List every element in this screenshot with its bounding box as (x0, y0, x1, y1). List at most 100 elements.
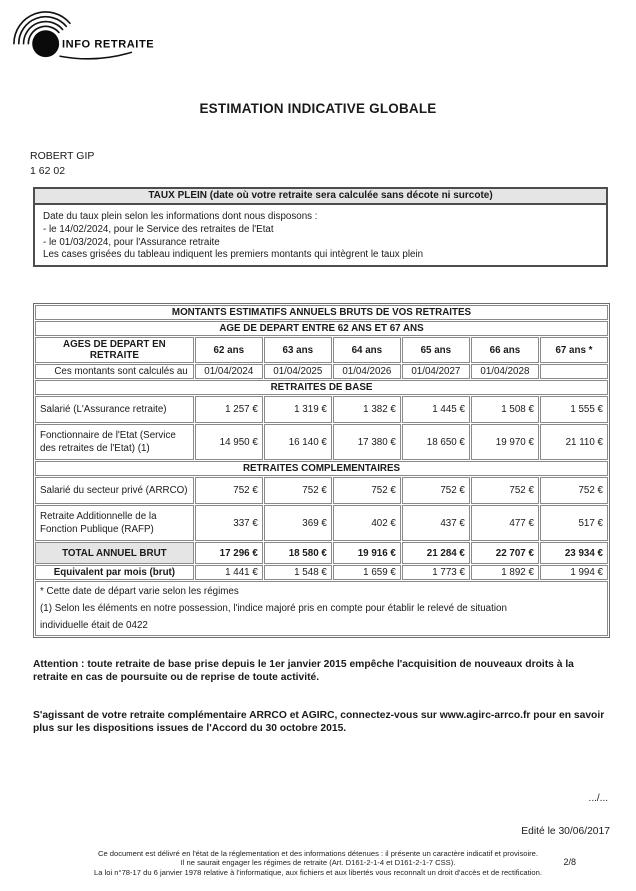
taux-plein-body: Date du taux plein selon les information… (35, 205, 606, 268)
calc-dates-row: Ces montants sont calculés au 01/04/2024… (35, 364, 608, 379)
taux-plein-line: Les cases grisées du tableau indiquent l… (43, 249, 424, 261)
value-cell: 22 707 € (470, 542, 539, 564)
value-cell: 752 € (401, 477, 470, 504)
value-cell: 1 555 € (539, 396, 608, 423)
table-row-fonctionnaire: Fonctionnaire de l'Etat (Service des ret… (35, 424, 608, 460)
value-cell: 17 380 € (332, 424, 401, 460)
calc-date-cell (539, 364, 608, 379)
edition-date: Edité le 30/06/2017 (521, 826, 610, 837)
estimation-table: MONTANTS ESTIMATIFS ANNUELS BRUTS DE VOS… (34, 304, 609, 637)
ages-header-label: AGES DE DEPART EN RETRAITE (35, 337, 194, 363)
age-column-header: 62 ans (194, 337, 263, 363)
age-column-header: 65 ans (401, 337, 470, 363)
table-row-rafp: Retraite Additionnelle de la Fonction Pu… (35, 505, 608, 541)
value-cell: 752 € (539, 477, 608, 504)
row-label-monthly: Equivalent par mois (brut) (35, 565, 194, 580)
table-subtitle: AGE DE DEPART ENTRE 62 ANS ET 67 ANS (35, 321, 608, 336)
value-cell: 402 € (332, 505, 401, 541)
taux-plein-line: - le 14/02/2024, pour le Service des ret… (43, 223, 274, 235)
calc-date-cell: 01/04/2028 (470, 364, 539, 379)
calc-date-cell: 01/04/2024 (194, 364, 263, 379)
value-cell: 1 892 € (470, 565, 539, 580)
value-cell: 369 € (263, 505, 332, 541)
table-title: MONTANTS ESTIMATIFS ANNUELS BRUTS DE VOS… (35, 305, 608, 320)
value-cell: 1 382 € (332, 396, 401, 423)
taux-plein-header: TAUX PLEIN (date où votre retraite sera … (35, 189, 606, 205)
calc-dates-label: Ces montants sont calculés au (35, 364, 194, 379)
legal-footer: Ce document est délivré en l'état de la … (0, 849, 636, 877)
taux-plein-box: TAUX PLEIN (date où votre retraite sera … (33, 187, 608, 267)
row-label-total: TOTAL ANNUEL BRUT (35, 542, 194, 564)
value-cell: 337 € (194, 505, 263, 541)
table-row-salarie: Salarié (L'Assurance retraite) 1 257 € 1… (35, 396, 608, 423)
value-cell: 752 € (332, 477, 401, 504)
value-cell: 1 441 € (194, 565, 263, 580)
logo-swoosh (59, 51, 133, 60)
page-title: ESTIMATION INDICATIVE GLOBALE (199, 101, 437, 116)
section-row: RETRAITES COMPLEMENTAIRES (35, 461, 608, 476)
value-cell: 17 296 € (194, 542, 263, 564)
value-cell: 1 319 € (263, 396, 332, 423)
value-cell: 1 773 € (401, 565, 470, 580)
footer-line: Ce document est délivré en l'état de la … (97, 849, 539, 858)
table-row-arrco: Salarié du secteur privé (ARRCO) 752 € 7… (35, 477, 608, 504)
age-column-header: 67 ans * (539, 337, 608, 363)
row-label-rafp: Retraite Additionnelle de la Fonction Pu… (35, 505, 194, 541)
page-number: 2/8 (563, 857, 576, 867)
recipient-code: 1 62 02 (30, 165, 66, 177)
value-cell: 21 110 € (539, 424, 608, 460)
table-row-total: TOTAL ANNUEL BRUT 17 296 € 18 580 € 19 9… (35, 542, 608, 564)
attention-paragraph: Attention : toute retraite de base prise… (33, 659, 574, 683)
table-subtitle-row: AGE DE DEPART ENTRE 62 ANS ET 67 ANS (35, 321, 608, 336)
table-title-row: MONTANTS ESTIMATIFS ANNUELS BRUTS DE VOS… (35, 305, 608, 320)
footnotes-row: * Cette date de départ varie selon les r… (35, 581, 608, 636)
value-cell: 1 659 € (332, 565, 401, 580)
table-row-monthly: Equivalent par mois (brut) 1 441 € 1 548… (35, 565, 608, 580)
section-retraites-complementaires: RETRAITES COMPLEMENTAIRES (35, 461, 608, 476)
row-label-arrco: Salarié du secteur privé (ARRCO) (35, 477, 194, 504)
recipient-block: ROBERT GIP 1 62 02 (30, 149, 94, 179)
value-cell: 1 548 € (263, 565, 332, 580)
value-cell: 19 916 € (332, 542, 401, 564)
info-retraite-logo: INFO RETRAITE (13, 11, 154, 60)
row-label-salarie: Salarié (L'Assurance retraite) (35, 396, 194, 423)
value-cell: 437 € (401, 505, 470, 541)
value-cell: 18 650 € (401, 424, 470, 460)
age-column-header: 64 ans (332, 337, 401, 363)
logo-text: INFO RETRAITE (62, 39, 154, 51)
section-row: RETRAITES DE BASE (35, 380, 608, 395)
value-cell: 21 284 € (401, 542, 470, 564)
table-footnotes: * Cette date de départ varie selon les r… (35, 581, 608, 636)
footer-line: La loi n°78-17 du 6 janvier 1978 relativ… (94, 867, 542, 877)
estimation-table-container: MONTANTS ESTIMATIFS ANNUELS BRUTS DE VOS… (33, 303, 610, 638)
calc-date-cell: 01/04/2025 (263, 364, 332, 379)
calc-date-cell: 01/04/2027 (401, 364, 470, 379)
footer-line: Il ne saurait engager les régimes de ret… (180, 858, 456, 868)
value-cell: 16 140 € (263, 424, 332, 460)
value-cell: 19 970 € (470, 424, 539, 460)
row-label-fonctionnaire: Fonctionnaire de l'Etat (Service des ret… (35, 424, 194, 460)
calc-date-cell: 01/04/2026 (332, 364, 401, 379)
value-cell: 14 950 € (194, 424, 263, 460)
value-cell: 477 € (470, 505, 539, 541)
value-cell: 18 580 € (263, 542, 332, 564)
arrco-agirc-paragraph: S'agissant de votre retraite complémenta… (33, 710, 605, 734)
section-retraites-de-base: RETRAITES DE BASE (35, 380, 608, 395)
value-cell: 1 994 € (539, 565, 608, 580)
value-cell: 23 934 € (539, 542, 608, 564)
value-cell: 1 508 € (470, 396, 539, 423)
ages-header-row: AGES DE DEPART EN RETRAITE 62 ans 63 ans… (35, 337, 608, 363)
value-cell: 752 € (194, 477, 263, 504)
footnote-line: individuelle était de 0422 (40, 620, 148, 631)
logo-dot (32, 30, 60, 58)
radio-waves-icon (13, 11, 71, 45)
footnote-line: (1) Selon les éléments en notre possessi… (40, 603, 507, 614)
continuation-mark: .../... (588, 793, 608, 804)
age-column-header: 63 ans (263, 337, 332, 363)
value-cell: 752 € (470, 477, 539, 504)
value-cell: 752 € (263, 477, 332, 504)
value-cell: 1 257 € (194, 396, 263, 423)
age-column-header: 66 ans (470, 337, 539, 363)
taux-plein-line: - le 01/03/2024, pour l'Assurance retrai… (43, 236, 220, 248)
